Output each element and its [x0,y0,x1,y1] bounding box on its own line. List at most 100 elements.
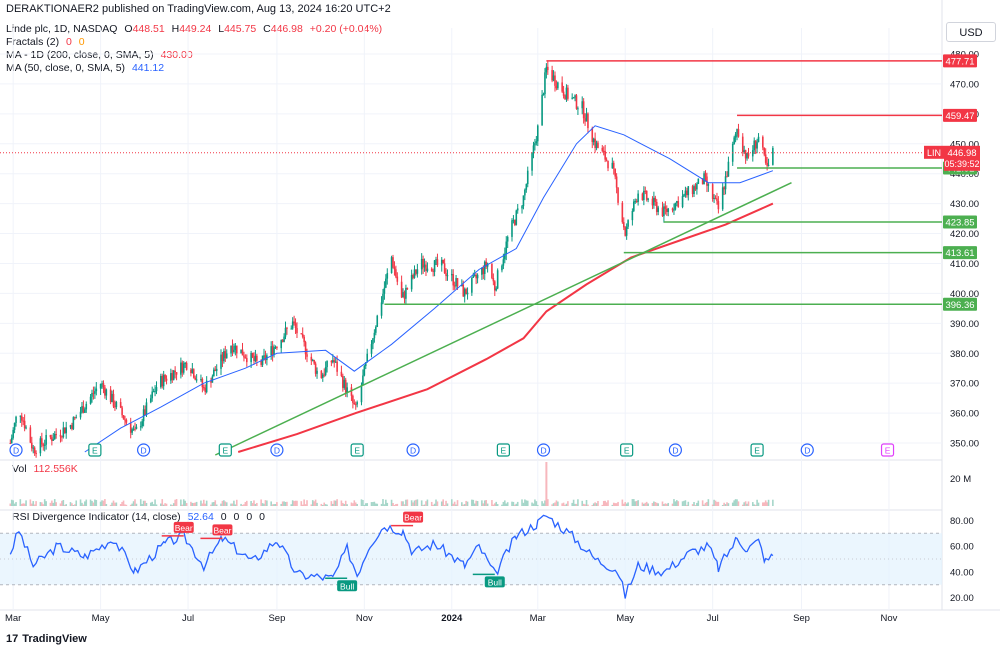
candle-body [671,208,674,211]
candle-body [49,434,52,438]
candle-body [762,136,764,148]
candle-body [726,176,728,178]
volume-bar [657,503,659,506]
candle-body [220,354,222,369]
volume-bar [696,502,698,506]
volume-bar [526,500,529,506]
volume-bar [244,502,247,506]
volume-bar [383,504,386,506]
volume-bar [455,504,457,506]
volume-bar [663,504,665,506]
volume-bar [224,501,227,506]
candle-body [531,152,533,171]
fractals-legend[interactable]: Fractals (2) 0 0 [6,36,85,49]
candle-body [139,426,142,428]
candle-body [697,178,700,184]
volume-bar [724,504,727,506]
volume-bar [139,499,142,506]
volume-bar [567,501,569,506]
candle-body [334,361,337,363]
candle-body [686,190,688,196]
candle-body [665,208,668,212]
volume-bar [240,503,242,506]
candle-body [473,274,476,276]
candle-body [294,323,297,328]
candle-body [43,444,46,446]
level-label-bg [943,297,977,311]
volume-bar [69,502,72,506]
ma200-legend[interactable]: MA - 1D (200, close, 0, SMA, 5) 430.00 [6,49,193,62]
candle-body [366,353,369,363]
volume-bar [653,501,655,506]
volume-bar [410,500,413,506]
dividend-marker [800,443,814,457]
earnings-marker [880,443,895,457]
rsi-tick-label: 60.00 [950,542,974,553]
volume-bar [453,501,456,506]
candle-body [42,444,45,446]
candle-body [362,375,364,386]
candle-body [587,113,589,129]
rsi-pane: Bear Bear Bull Bear Bull [0,511,942,599]
candle-body [290,328,293,330]
ma200-label: MA - 1D (200, close, 0, SMA, 5) [6,49,154,61]
volume-bar [280,503,283,506]
candle-body [561,82,563,92]
candle-body [164,374,166,379]
volume-bar [661,501,664,506]
volume-bar [165,503,168,506]
volume-bar [465,500,467,506]
candle-body [667,208,670,212]
symbol-tag-bg [924,145,944,159]
tradingview-footer[interactable]: 17 TradingView [6,633,87,645]
volume-bar [413,500,416,506]
candle-body [676,201,678,203]
volume-bar [273,504,275,506]
candle-body [612,162,615,169]
event-marker-letter: E [501,445,507,455]
volume-bar [254,503,257,506]
candle-body [129,422,132,433]
volume-bar [452,503,455,506]
candle-body [182,363,185,373]
candle-body [191,369,194,374]
volume-bar [310,504,313,506]
candle-body [360,385,363,403]
volume-bar [203,499,205,506]
candle-body [323,374,326,376]
candle-body [744,150,747,159]
volume-bar [422,504,424,506]
volume-bar [486,503,489,506]
candle-body [436,259,439,266]
volume-bar [515,503,518,506]
volume-bar [144,500,146,506]
rsi-legend[interactable]: RSI Divergence Indicator (14, close) 52.… [12,511,265,524]
ma50-line [84,125,774,453]
candle-body [551,70,553,81]
volume-bar [10,499,13,506]
candle-body [426,268,429,271]
level-label: 459.47 [945,111,974,122]
candle-body [273,347,275,355]
volume-bar [615,503,618,506]
volume-bar [201,503,204,506]
volume-bar [320,503,323,506]
candle-body [210,380,212,383]
candle-body [415,269,417,274]
rsi-tick-label: 40.00 [950,567,974,578]
volume-legend[interactable]: Vol 112.556K [12,463,78,476]
ma50-legend[interactable]: MA (50, close, 0, SMA, 5) 441.12 [6,62,164,75]
volume-bar [402,501,404,506]
volume-bar [135,503,138,506]
candle-body [79,411,82,418]
volume-bar [612,502,615,506]
volume-bar [446,503,449,506]
volume-bar [13,503,16,506]
high-value: 449.24 [179,23,212,35]
level-label: 423.85 [945,218,974,229]
candle-body [482,267,485,274]
candle-body [691,186,694,195]
currency-button[interactable]: USD [946,22,996,42]
candle-body [661,207,664,217]
